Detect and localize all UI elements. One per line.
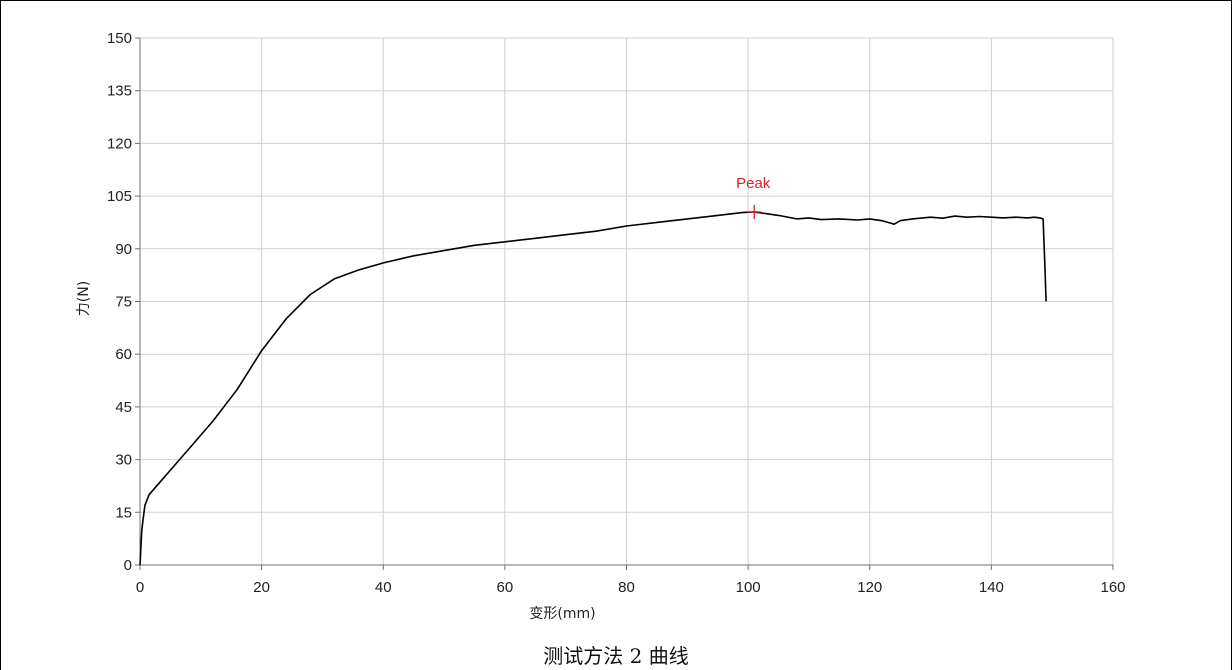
peak-label: Peak	[736, 175, 771, 192]
x-tick-label: 140	[979, 579, 1004, 596]
y-tick-label: 15	[115, 504, 132, 521]
x-tick-label: 60	[497, 579, 514, 596]
y-tick-label: 45	[115, 399, 132, 416]
x-tick-label: 40	[375, 579, 392, 596]
x-tick-label: 0	[136, 579, 144, 596]
y-tick-labels: 0 15 30 45 60 75 90 105 120 135 150	[107, 30, 132, 574]
peak-marker-group: Peak	[736, 175, 771, 219]
y-tick-label: 90	[115, 241, 132, 258]
y-tick-label: 60	[115, 346, 132, 363]
grid-layer	[140, 37, 1114, 565]
axes-layer	[135, 37, 1114, 570]
x-axis-title: 变形(mm)	[529, 606, 595, 622]
x-tick-label: 120	[857, 579, 882, 596]
x-tick-label: 20	[253, 579, 270, 596]
y-axis-title: 力(N)	[76, 281, 92, 316]
y-tick-label: 150	[107, 30, 132, 47]
y-tick-label: 120	[107, 135, 132, 152]
y-tick-label: 135	[107, 83, 132, 100]
y-tick-label: 105	[107, 188, 132, 205]
figure-caption: 测试方法 2 曲线	[543, 644, 689, 668]
y-tick-label: 75	[115, 294, 132, 311]
line-chart: 0 15 30 45 60 75 90 105 120 135 150 0 20 40 60 80 100 12…	[76, 30, 1126, 622]
x-tick-labels: 0 20 40 60 80 100 120 140 160	[136, 579, 1126, 596]
y-tick-label: 30	[115, 452, 132, 469]
x-tick-label: 160	[1100, 579, 1125, 596]
y-tick-label: 0	[124, 557, 132, 574]
x-tick-label: 100	[736, 579, 761, 596]
x-tick-label: 80	[618, 579, 635, 596]
